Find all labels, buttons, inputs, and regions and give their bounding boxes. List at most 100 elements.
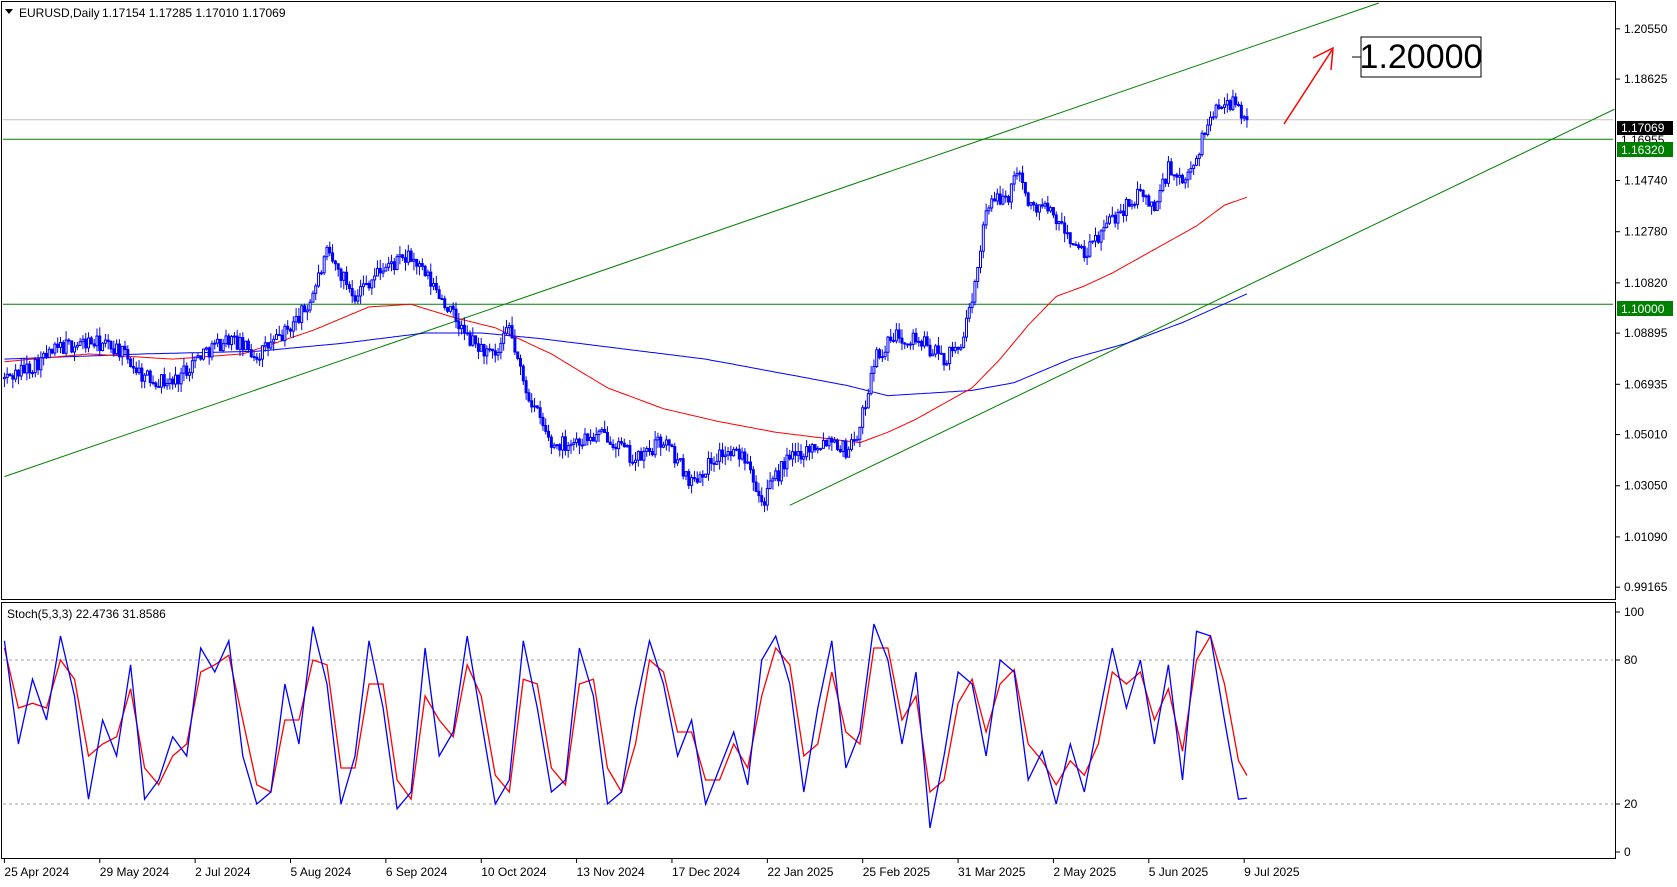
- candle: [858, 426, 862, 448]
- candle: [244, 340, 248, 351]
- candle: [165, 378, 169, 390]
- candle: [667, 438, 671, 452]
- candle: [577, 437, 581, 455]
- candle: [117, 339, 121, 361]
- candle: [774, 467, 778, 482]
- candle: [454, 302, 458, 329]
- candle: [1237, 101, 1241, 107]
- candle: [737, 444, 741, 467]
- candle: [782, 457, 786, 477]
- candle: [998, 185, 1002, 206]
- candle: [614, 443, 618, 458]
- candle: [527, 388, 531, 403]
- candle: [729, 445, 733, 462]
- candle: [662, 441, 666, 449]
- candle: [791, 443, 795, 467]
- candle: [289, 327, 292, 337]
- candle: [821, 432, 825, 449]
- time-tick-label: 25 Apr 2024: [4, 865, 69, 879]
- candle: [317, 264, 321, 288]
- candle: [1197, 152, 1201, 167]
- time-tick-label: 9 Jul 2025: [1244, 865, 1300, 879]
- stoch-levels: [3, 659, 1613, 805]
- candle: [793, 443, 797, 463]
- candle: [493, 343, 497, 363]
- candle: [53, 341, 57, 356]
- candle: [1065, 224, 1069, 239]
- candle: [586, 432, 590, 446]
- candle: [1178, 167, 1182, 185]
- candle: [690, 474, 694, 494]
- candle: [709, 452, 713, 471]
- candle: [715, 453, 719, 465]
- candle: [656, 432, 660, 448]
- stoch-tick-label: 20: [1624, 797, 1638, 811]
- candle: [642, 446, 646, 469]
- collapse-triangle-icon[interactable]: [5, 9, 13, 14]
- candle: [664, 435, 668, 451]
- candle: [1012, 171, 1016, 192]
- candle: [1122, 203, 1126, 223]
- candle: [1209, 111, 1212, 132]
- candle: [962, 331, 966, 349]
- stoch-axis: 100 80 20 0: [1615, 605, 1644, 859]
- candle: [395, 253, 399, 271]
- candle: [126, 345, 130, 364]
- candle: [1194, 155, 1198, 167]
- candle: [681, 453, 685, 480]
- candle: [931, 349, 935, 357]
- candle: [1155, 200, 1159, 212]
- candle: [25, 355, 29, 381]
- candle: [488, 343, 492, 353]
- candle: [1032, 200, 1036, 212]
- candle: [572, 437, 576, 451]
- candle: [389, 254, 393, 272]
- candle: [1158, 184, 1162, 210]
- candle: [844, 438, 848, 460]
- candle: [1211, 111, 1215, 121]
- candle: [28, 361, 32, 379]
- level-2-tag: [1617, 301, 1673, 316]
- candle: [157, 378, 161, 388]
- candle: [575, 432, 579, 448]
- candle: [861, 404, 865, 435]
- candle: [476, 337, 480, 360]
- candle: [928, 338, 932, 358]
- candle: [732, 446, 736, 457]
- stoch-header: Stoch(5,3,3) 22.4736 31.8586: [7, 607, 166, 621]
- candle: [423, 264, 427, 278]
- stoch-tick-label: 0: [1624, 845, 1631, 859]
- target-label-box: [1360, 36, 1482, 78]
- candle: [322, 255, 326, 276]
- candle: [109, 340, 113, 354]
- candle: [131, 357, 135, 374]
- candle: [1074, 241, 1078, 246]
- candle: [1007, 194, 1011, 206]
- candle: [939, 345, 943, 355]
- candle: [412, 252, 416, 271]
- price-tick-label: 1.03050: [1624, 479, 1668, 493]
- candle: [695, 471, 699, 484]
- candle: [1099, 229, 1103, 251]
- candle: [521, 364, 525, 385]
- candle: [1217, 98, 1221, 111]
- candle: [502, 326, 506, 351]
- candle: [1180, 173, 1184, 184]
- candle: [277, 325, 281, 337]
- candle: [903, 341, 907, 350]
- candle: [92, 339, 96, 349]
- candle: [367, 280, 371, 291]
- candle: [22, 357, 26, 374]
- candle: [471, 327, 475, 347]
- price-tick-label: 1.20550: [1624, 22, 1668, 36]
- candle: [280, 329, 284, 342]
- candle: [364, 275, 368, 286]
- candle: [378, 259, 382, 281]
- candle: [1105, 215, 1109, 229]
- candle: [827, 435, 831, 450]
- candle: [300, 304, 304, 331]
- candle: [866, 388, 870, 409]
- candle: [221, 338, 225, 353]
- candle: [594, 427, 598, 444]
- candle: [875, 346, 879, 369]
